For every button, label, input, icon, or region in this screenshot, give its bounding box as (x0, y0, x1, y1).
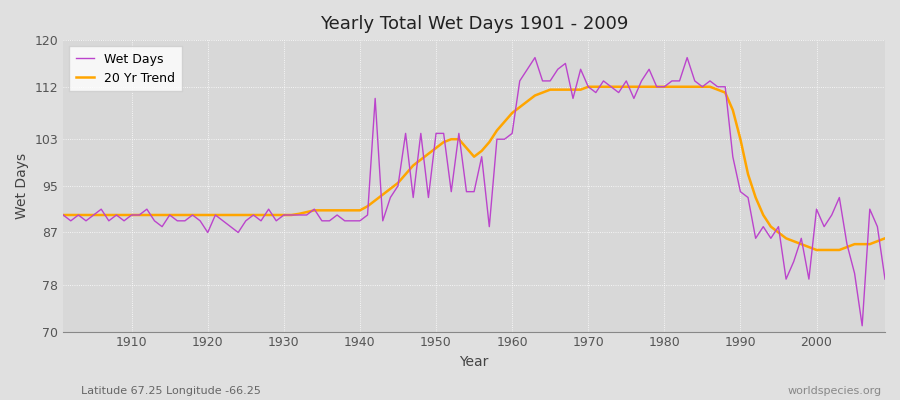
20 Yr Trend (119, 212, 130, 217)
20 Yr Trend (879, 236, 890, 241)
20 Yr Trend (500, 119, 510, 124)
Line: Wet Days: Wet Days (63, 58, 885, 326)
Wet Days (119, 218, 130, 223)
20 Yr Trend (811, 248, 822, 252)
Legend: Wet Days, 20 Yr Trend: Wet Days, 20 Yr Trend (69, 46, 182, 91)
20 Yr Trend (286, 212, 297, 217)
Wet Days (857, 323, 868, 328)
Wet Days (529, 55, 540, 60)
Y-axis label: Wet Days: Wet Days (15, 153, 29, 219)
20 Yr Trend (583, 84, 594, 89)
20 Yr Trend (58, 212, 68, 217)
20 Yr Trend (507, 110, 517, 115)
Title: Yearly Total Wet Days 1901 - 2009: Yearly Total Wet Days 1901 - 2009 (320, 15, 628, 33)
Text: Latitude 67.25 Longitude -66.25: Latitude 67.25 Longitude -66.25 (81, 386, 261, 396)
Wet Days (500, 137, 510, 142)
Wet Days (58, 212, 68, 217)
Wet Days (606, 84, 616, 89)
20 Yr Trend (606, 84, 616, 89)
Text: worldspecies.org: worldspecies.org (788, 386, 882, 396)
X-axis label: Year: Year (459, 355, 489, 369)
Wet Days (507, 131, 517, 136)
20 Yr Trend (332, 208, 343, 213)
Line: 20 Yr Trend: 20 Yr Trend (63, 87, 885, 250)
Wet Days (879, 277, 890, 282)
Wet Days (286, 212, 297, 217)
Wet Days (332, 212, 343, 217)
